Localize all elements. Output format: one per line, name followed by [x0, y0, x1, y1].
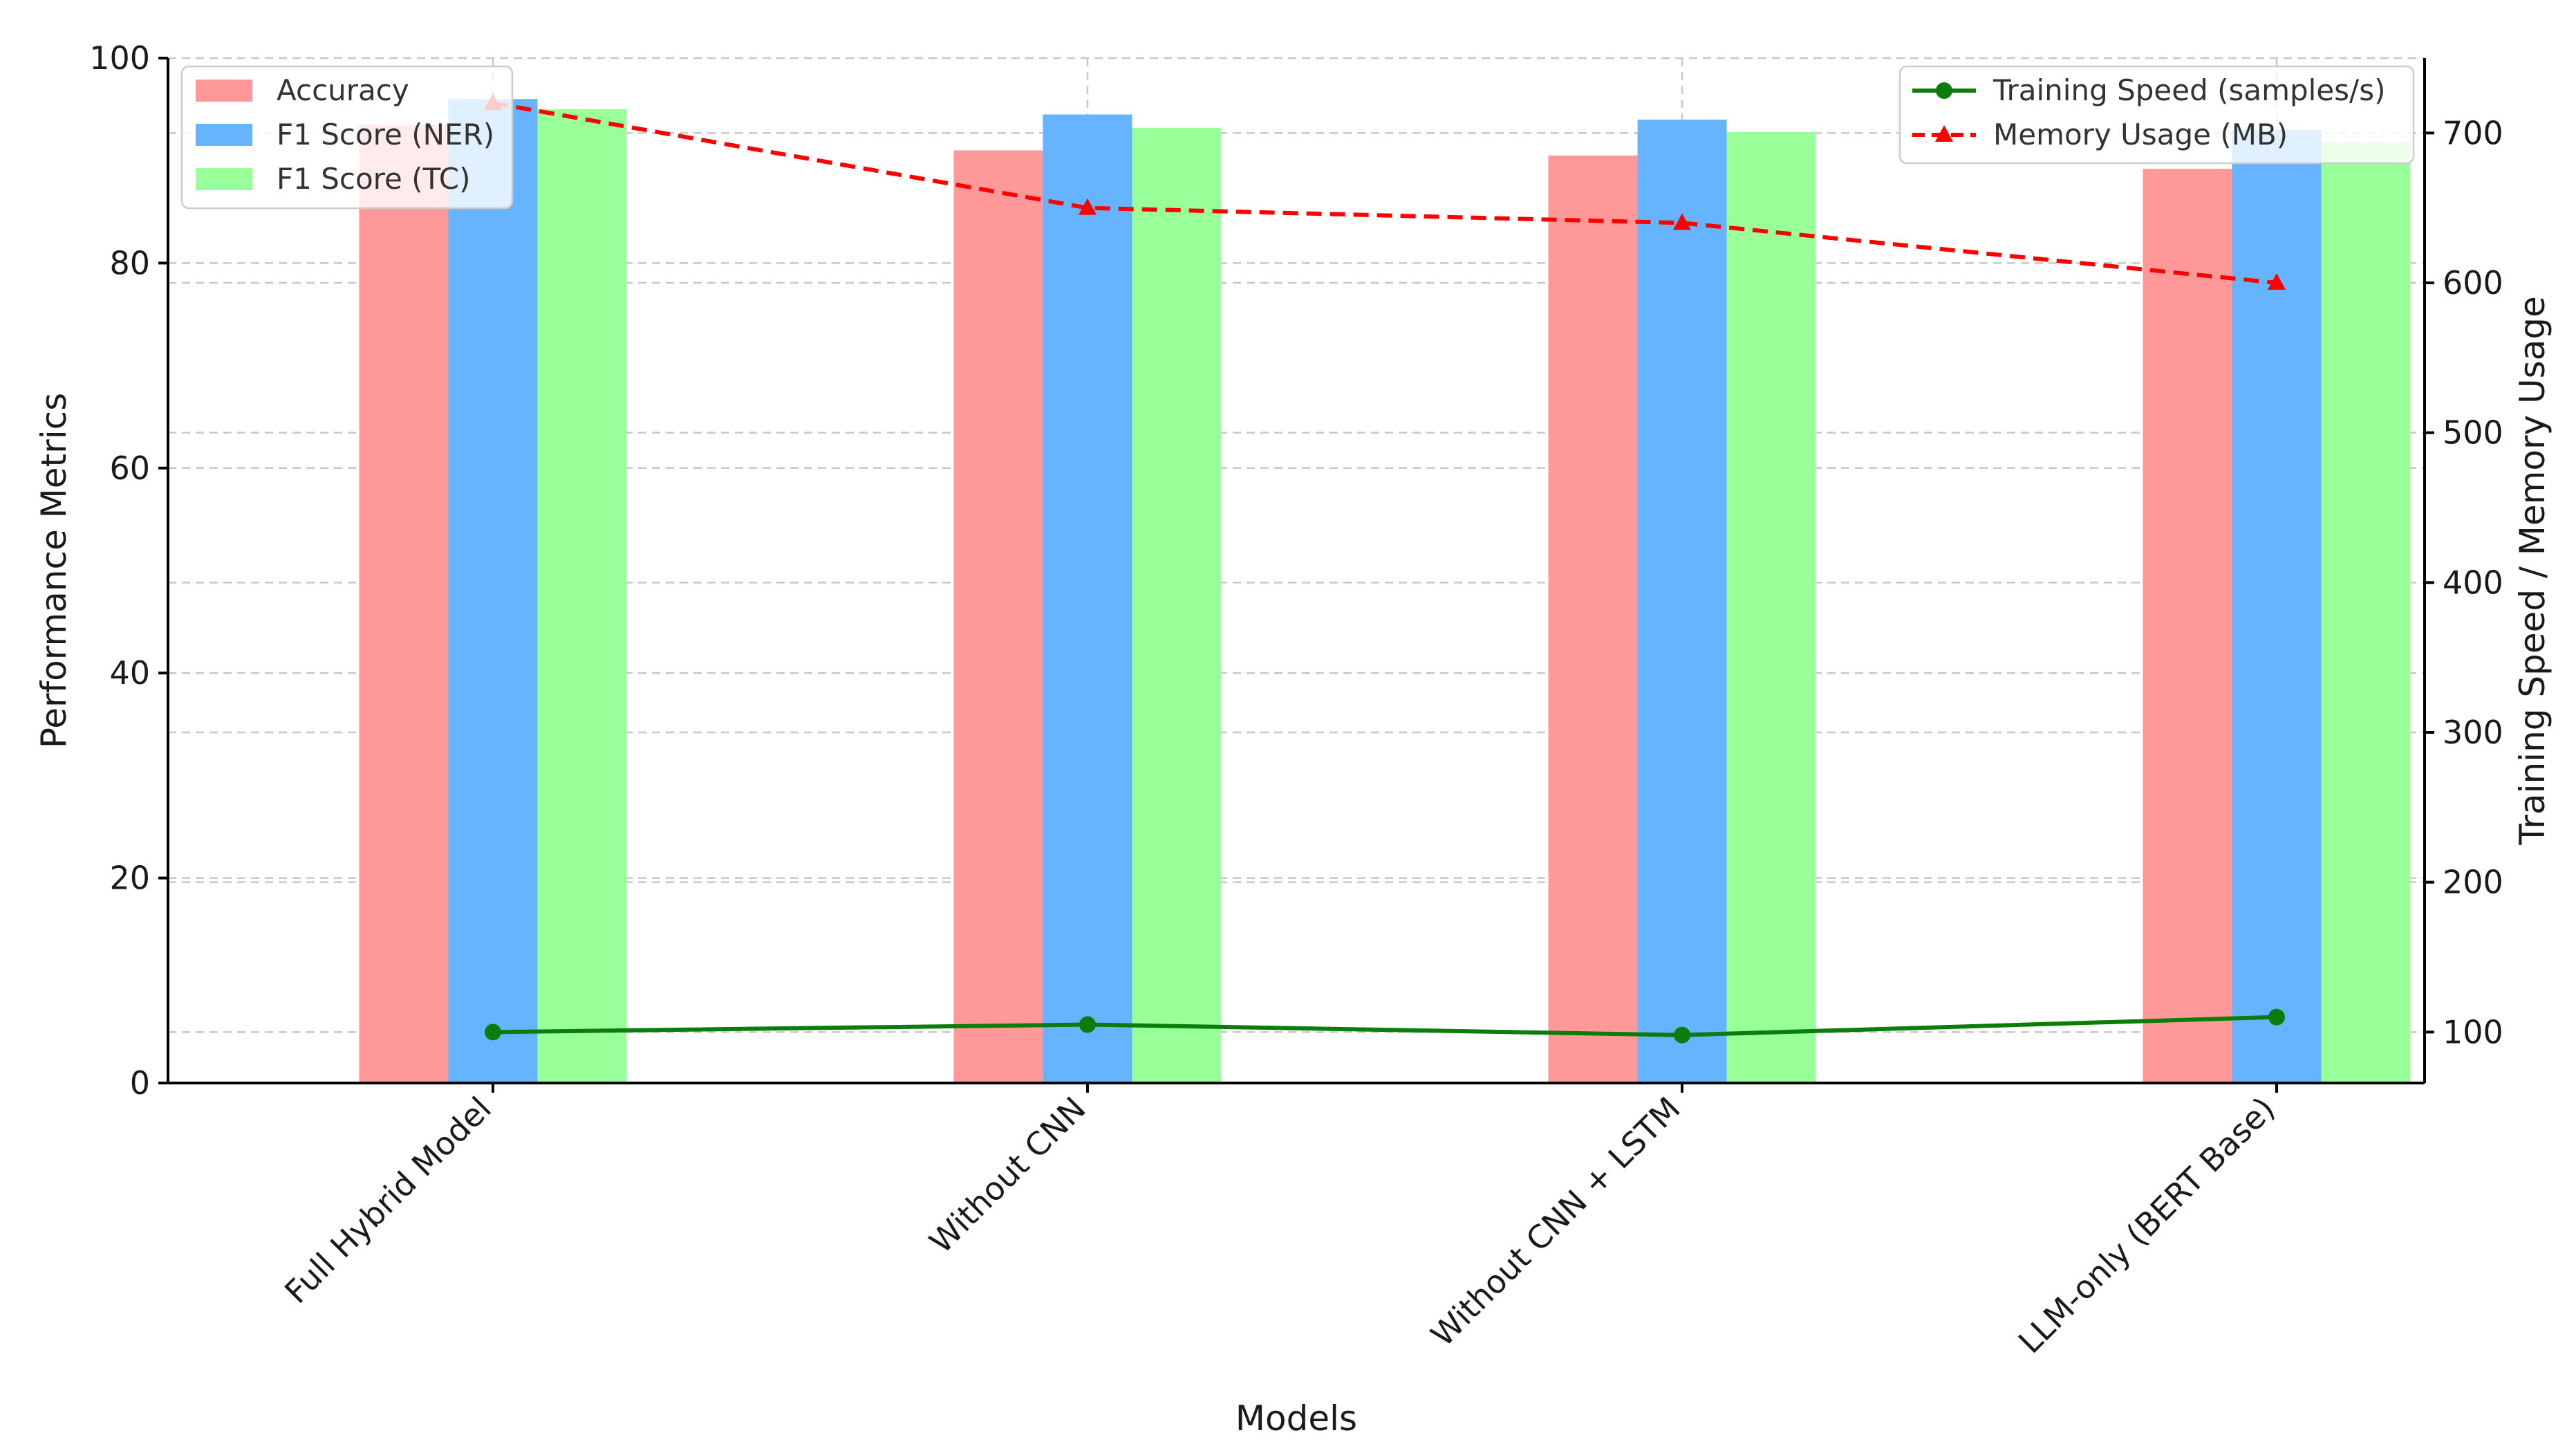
tick-label-right: 300 — [2443, 714, 2503, 751]
marker-0-1 — [1079, 1016, 1096, 1033]
bar-1-1 — [1043, 114, 1132, 1083]
tick-label-left: 20 — [109, 860, 150, 897]
bar-0-1 — [953, 150, 1043, 1083]
tick-label-left: 0 — [130, 1064, 150, 1102]
line-0 — [492, 1015, 2277, 1037]
tick-label-x: Full Hybrid Model — [277, 1090, 498, 1311]
y-axis-right-title: Training Speed / Memory Usage — [2512, 296, 2552, 846]
tick-label-right: 100 — [2443, 1013, 2503, 1051]
line-series — [484, 93, 2286, 1044]
legend-marker-0 — [1936, 82, 1952, 99]
legend-line-label-0: Training Speed (samples/s) — [1992, 73, 2385, 107]
bar-0-2 — [1548, 155, 1638, 1083]
legend-line-label-1: Memory Usage (MB) — [1993, 118, 2288, 151]
x-axis-title: Models — [1235, 1398, 1357, 1438]
tick-label-left: 40 — [109, 654, 150, 692]
legend-label-1: F1 Score (NER) — [277, 118, 494, 151]
tick-label-right: 700 — [2443, 114, 2503, 151]
legend-swatch-0 — [196, 80, 252, 102]
legend-label-2: F1 Score (TC) — [277, 162, 471, 196]
tick-label-x: Without CNN + LSTM — [1424, 1090, 1688, 1354]
tick-label-x: LLM-only (BERT Base) — [2011, 1090, 2282, 1361]
tick-label-right: 400 — [2443, 564, 2503, 601]
bar-2-0 — [537, 109, 627, 1084]
bar-0-3 — [2143, 169, 2232, 1083]
tick-label-x: Without CNN — [922, 1090, 1093, 1261]
bar-2-3 — [2321, 142, 2411, 1083]
legend-lines: Training Speed (samples/s) Memory Usage (… — [1898, 65, 2415, 165]
bar-2-2 — [1726, 131, 1816, 1084]
bar-2-1 — [1132, 127, 1222, 1083]
tick-label-right: 600 — [2443, 264, 2503, 302]
marker-0-2 — [1674, 1026, 1690, 1044]
axes — [167, 58, 2426, 1084]
tick-label-left: 60 — [109, 450, 150, 487]
marker-1-3 — [2268, 273, 2286, 290]
legend-marker-1 — [1935, 125, 1953, 142]
legend-bars: Accuracy F1 Score (NER) F1 Score (TC) — [180, 65, 514, 210]
marker-1-1 — [1079, 198, 1096, 215]
marker-0-0 — [485, 1024, 501, 1041]
legend-bars-frame — [180, 65, 514, 210]
bar-1-3 — [2232, 129, 2322, 1084]
marker-1-2 — [1673, 213, 1691, 230]
tick-label-left: 80 — [109, 244, 150, 281]
bar-0-0 — [359, 124, 449, 1084]
legend-label-0: Accuracy — [277, 73, 409, 107]
tick-label-right: 500 — [2443, 414, 2503, 452]
tick-label-left: 100 — [89, 39, 150, 77]
line-1 — [492, 101, 2277, 285]
legend-lines-frame — [1898, 65, 2415, 165]
marker-0-3 — [2268, 1008, 2285, 1026]
legend-swatch-2 — [196, 168, 252, 190]
legend-swatch-1 — [196, 124, 252, 146]
bar-series — [359, 99, 2411, 1084]
bar-1-0 — [448, 99, 538, 1083]
bar-1-2 — [1637, 119, 1727, 1083]
y-axis-left-title: Performance Metrics — [34, 393, 74, 748]
tick-label-right: 200 — [2443, 864, 2503, 901]
